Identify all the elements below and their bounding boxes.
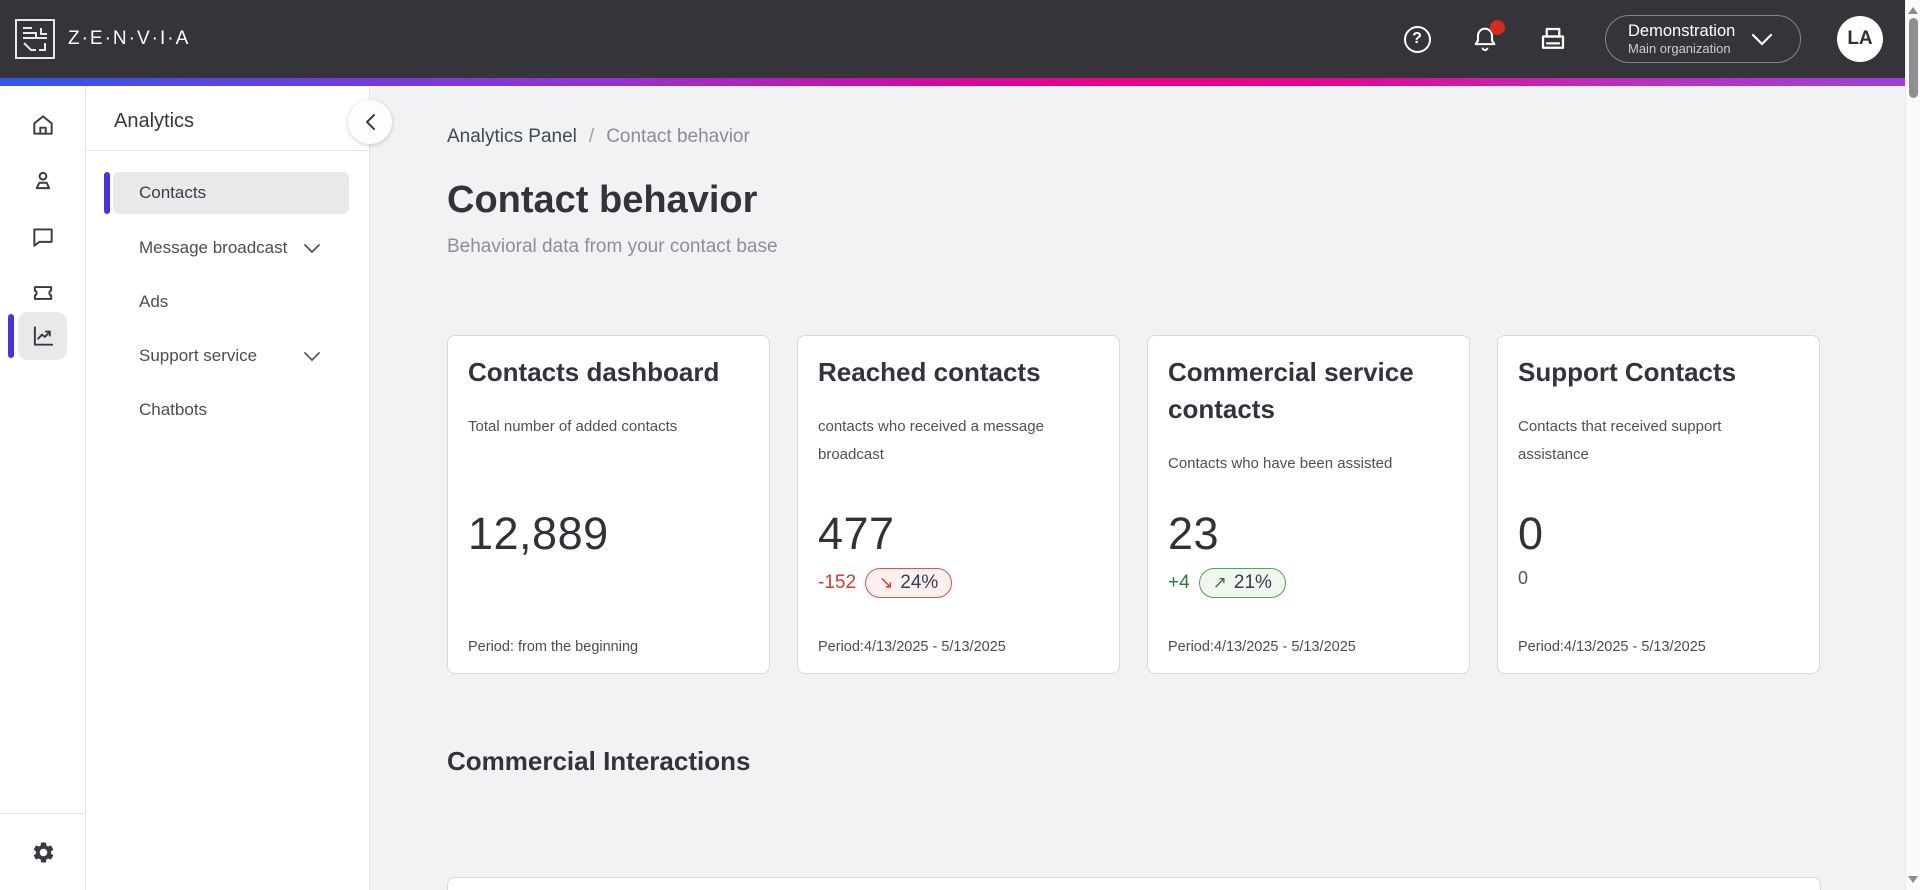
scrollbar-up-arrow[interactable] <box>1908 7 1918 14</box>
card-period: Period:4/13/2025 - 5/13/2025 <box>1168 639 1356 655</box>
gear-icon <box>33 842 53 862</box>
commercial-interactions-card <box>447 877 1821 890</box>
card-period: Period: from the beginning <box>468 639 639 655</box>
card-title: Contacts dashboard <box>468 357 720 387</box>
card-title: Reached contacts <box>818 357 1041 387</box>
card-description: Contacts that received support assistanc… <box>1518 418 1722 463</box>
scrollbar-down-arrow[interactable] <box>1908 876 1918 883</box>
card-description: Total number of added contacts <box>468 418 678 435</box>
panel-item-contacts[interactable]: Contacts <box>113 172 349 214</box>
brand: Z·E·N·V·I·A <box>14 18 190 60</box>
panel-item-label: Support service <box>139 346 258 365</box>
rail-divider <box>0 813 86 814</box>
breadcrumb-analytics-panel[interactable]: Analytics Panel <box>447 126 577 147</box>
chevron-down-icon <box>303 351 321 362</box>
card-reached-contacts: Reached contacts contacts who received a… <box>797 335 1120 674</box>
sidebar-item-campaigns[interactable] <box>0 269 86 317</box>
kpi-cards-row: Contacts dashboard Total number of added… <box>447 335 1820 674</box>
page-scrollbar[interactable] <box>1905 0 1920 890</box>
card-period: Period:4/13/2025 - 5/13/2025 <box>1518 639 1706 655</box>
ticket-icon <box>33 286 53 300</box>
chevron-left-icon <box>365 114 375 130</box>
analytics-chart-icon <box>33 326 54 346</box>
badge-percent: 21% <box>1233 572 1272 593</box>
delta-value: +4 <box>1168 572 1190 593</box>
help-button[interactable]: ? <box>1401 23 1433 55</box>
card-contacts-dashboard: Contacts dashboard Total number of added… <box>447 335 770 674</box>
card-value: 477 <box>818 508 895 559</box>
sidebar-item-settings[interactable] <box>0 828 86 876</box>
card-description: Contacts who have been assisted <box>1168 455 1393 472</box>
panel-item-ads[interactable]: Ads <box>113 281 349 323</box>
person-icon <box>35 171 51 190</box>
main-content: Analytics Panel / Contact behavior Conta… <box>371 86 1905 890</box>
card-delta-row: -152 ↘ 24% <box>818 568 953 598</box>
panel-collapse-button[interactable] <box>348 100 392 144</box>
delta-value: -152 <box>818 572 857 593</box>
trend-badge: ↘ 24% <box>865 568 953 598</box>
chat-bubble-icon <box>33 228 53 247</box>
scrollbar-thumb[interactable] <box>1908 18 1918 98</box>
delta-value: 0 <box>1518 568 1529 588</box>
panel-divider <box>86 150 370 151</box>
section-title-commercial-interactions: Commercial Interactions <box>447 746 751 776</box>
printer-icon <box>1541 27 1565 49</box>
analytics-panel: Analytics Contacts Message broadcast Ads… <box>86 86 370 890</box>
brand-gradient-bar <box>0 78 1905 86</box>
trend-up-icon: ↗ <box>1212 573 1227 592</box>
sidebar-item-analytics[interactable] <box>0 312 86 360</box>
badge-percent: 24% <box>900 572 939 593</box>
bell-icon <box>1474 27 1496 52</box>
breadcrumb: Analytics Panel / Contact behavior <box>447 126 750 148</box>
sidebar-item-home[interactable] <box>0 101 86 149</box>
organization-subtitle: Main organization <box>1628 41 1731 57</box>
organization-selector[interactable]: Demonstration Main organization <box>1605 15 1801 63</box>
card-value: 23 <box>1168 508 1220 559</box>
brand-name: Z·E·N·V·I·A <box>68 28 191 49</box>
notifications-button[interactable] <box>1469 20 1505 55</box>
card-commercial-service-contacts: Commercial service contacts Contacts who… <box>1147 335 1470 674</box>
panel-title: Analytics <box>114 110 195 132</box>
chevron-down-icon <box>1752 33 1773 46</box>
help-icon: ? <box>1403 25 1431 53</box>
breadcrumb-separator: / <box>588 126 595 147</box>
topbar: Z·E·N·V·I·A ? Demonstration Main organiz… <box>0 0 1905 78</box>
home-icon <box>33 115 53 135</box>
card-title: Support Contacts <box>1518 357 1737 387</box>
zenvia-logo-icon <box>15 19 55 59</box>
card-description: contacts who received a message broadcas… <box>818 418 1044 463</box>
active-item-indicator <box>104 172 110 214</box>
panel-item-label: Ads <box>139 292 169 311</box>
panel-item-label: Message broadcast <box>139 238 288 257</box>
panel-item-chatbots[interactable]: Chatbots <box>113 389 349 431</box>
card-support-contacts: Support Contacts Contacts that received … <box>1497 335 1820 674</box>
trend-down-icon: ↘ <box>879 573 894 592</box>
notification-dot <box>1490 20 1505 35</box>
card-delta-row: 0 <box>1518 568 1528 589</box>
active-rail-indicator <box>8 314 14 358</box>
avatar[interactable]: LA <box>1837 16 1883 62</box>
panel-item-message-broadcast[interactable]: Message broadcast <box>113 227 349 269</box>
card-value: 12,889 <box>468 508 609 559</box>
page-subtitle: Behavioral data from your contact base <box>447 236 778 257</box>
sidebar-item-messages[interactable] <box>0 213 86 261</box>
sidebar-item-contacts[interactable] <box>0 157 86 205</box>
card-delta-row: +4 ↗ 21% <box>1168 568 1286 598</box>
organization-name: Demonstration <box>1628 21 1736 40</box>
page-title: Contact behavior <box>447 179 758 221</box>
chevron-down-icon <box>303 243 321 254</box>
icon-rail <box>0 86 86 890</box>
print-button[interactable] <box>1537 23 1569 55</box>
card-value: 0 <box>1518 508 1544 559</box>
panel-item-label: Contacts <box>139 183 207 202</box>
panel-item-support-service[interactable]: Support service <box>113 335 349 377</box>
breadcrumb-current: Contact behavior <box>606 126 750 147</box>
panel-item-label: Chatbots <box>139 400 208 419</box>
card-period: Period:4/13/2025 - 5/13/2025 <box>818 639 1006 655</box>
trend-badge: ↗ 21% <box>1198 568 1286 598</box>
card-title: Commercial service contacts <box>1168 357 1414 424</box>
